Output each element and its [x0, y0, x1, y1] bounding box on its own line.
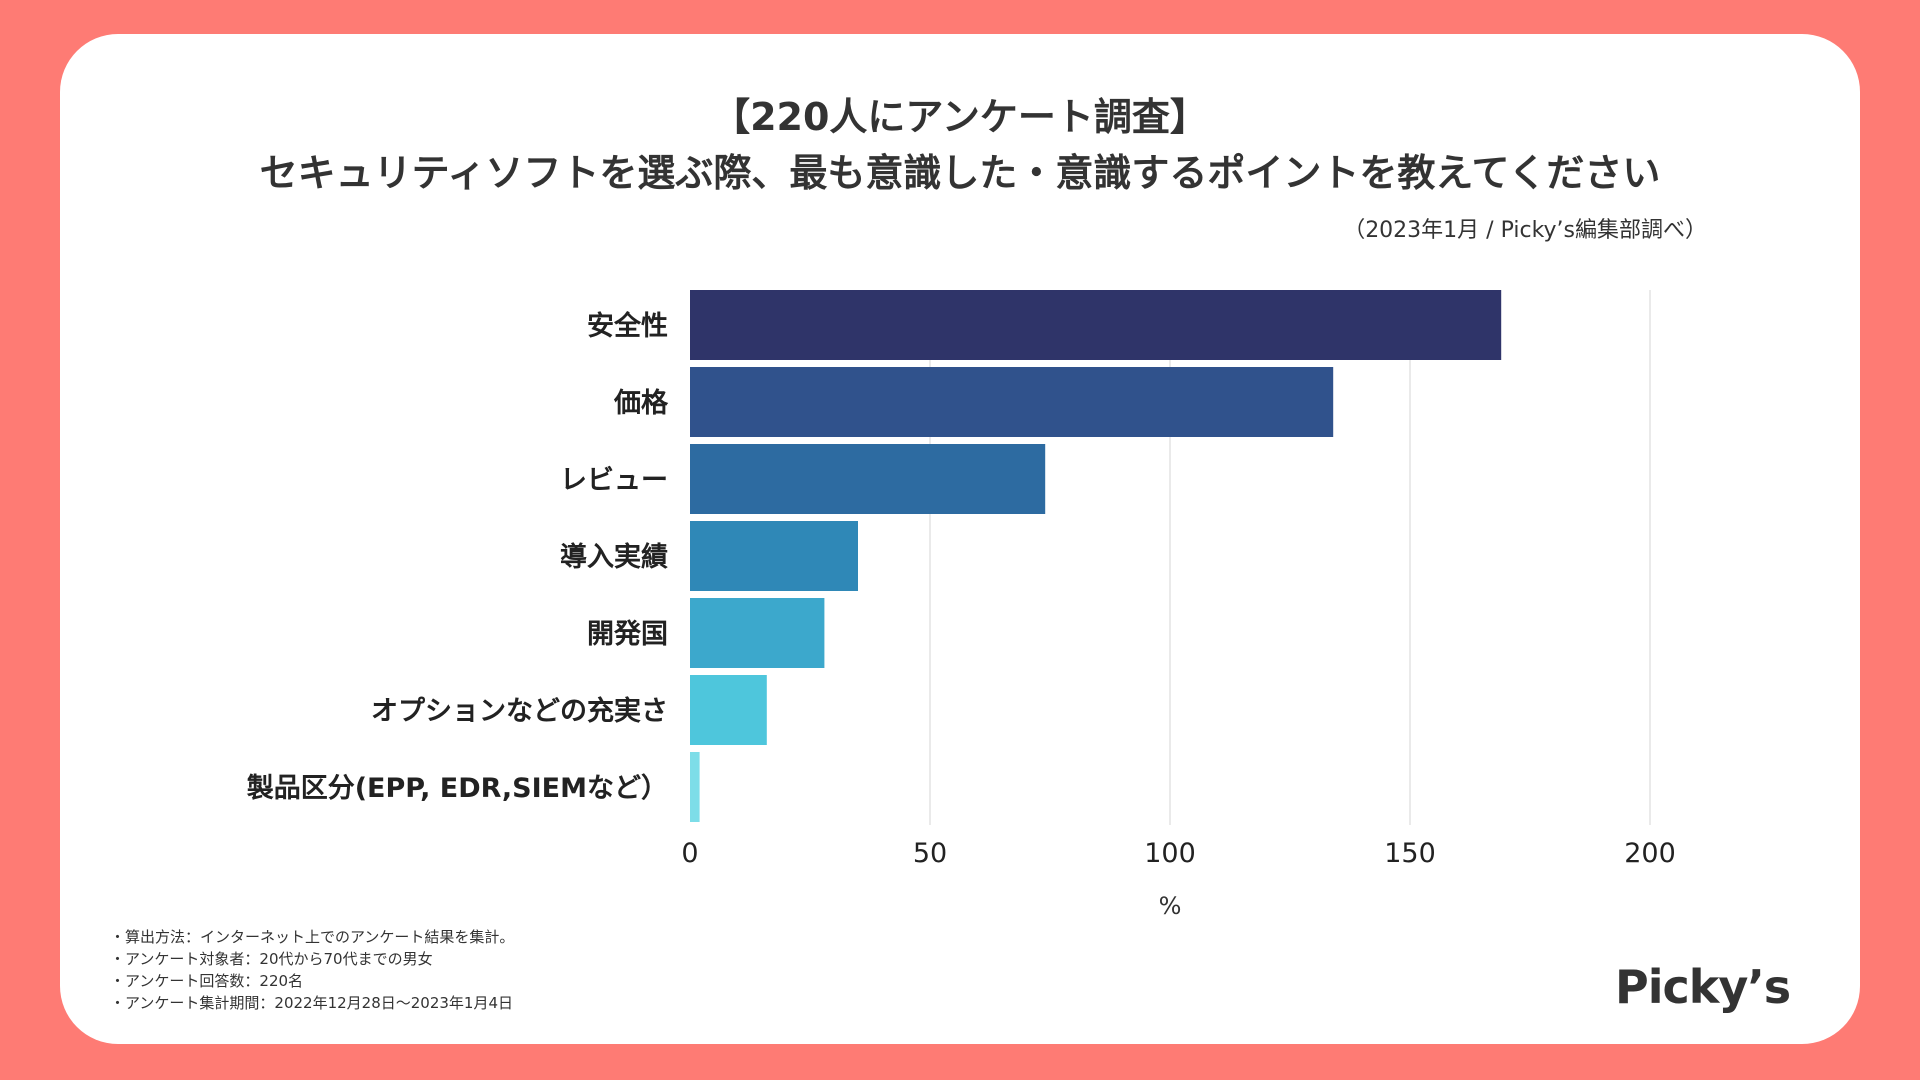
- source-note: （2023年1月 / Picky’s編集部調べ）: [1343, 218, 1707, 243]
- bar-2: [690, 444, 1046, 514]
- category-label-2: レビュー: [560, 465, 668, 496]
- bar-4: [690, 598, 825, 668]
- note-count: ・アンケート回答数：220名: [110, 972, 304, 990]
- category-label-4: 開発国: [587, 619, 668, 650]
- bar-0: [690, 290, 1502, 360]
- category-label-1: 価格: [613, 388, 669, 419]
- category-label-6: 製品区分(EPP, EDR,SIEMなど）: [247, 773, 668, 804]
- tick-label-50: 50: [913, 838, 947, 869]
- survey-notes: ・算出方法：インターネット上でのアンケート結果を集計。 ・アンケート対象者：20…: [110, 926, 514, 1014]
- category-label-0: 安全性: [587, 310, 668, 342]
- bar-6: [690, 752, 700, 822]
- note-period: ・アンケート集計期間：2022年12月28日〜2023年1月4日: [110, 994, 514, 1012]
- card-panel: [60, 34, 1860, 1044]
- tick-label-100: 100: [1144, 838, 1196, 869]
- tick-label-0: 0: [681, 838, 698, 869]
- note-target: ・アンケート対象者：20代から70代までの男女: [110, 950, 433, 968]
- x-axis-label: %: [1159, 892, 1182, 920]
- brand-logo: Picky’s: [1615, 960, 1791, 1014]
- tick-label-150: 150: [1384, 838, 1436, 869]
- bar-3: [690, 521, 858, 591]
- bar-5: [690, 675, 767, 745]
- bar-1: [690, 367, 1334, 437]
- category-label-5: オプションなどの充実さ: [371, 695, 668, 727]
- chart-title-line2: セキュリティソフトを選ぶ際、最も意識した・意識するポイントを教えてください: [259, 151, 1661, 195]
- category-label-3: 導入実績: [560, 541, 668, 573]
- tick-label-200: 200: [1624, 838, 1676, 869]
- chart-title-line1: 【220人にアンケート調査】: [712, 95, 1208, 139]
- note-method: ・算出方法：インターネット上でのアンケート結果を集計。: [110, 928, 515, 946]
